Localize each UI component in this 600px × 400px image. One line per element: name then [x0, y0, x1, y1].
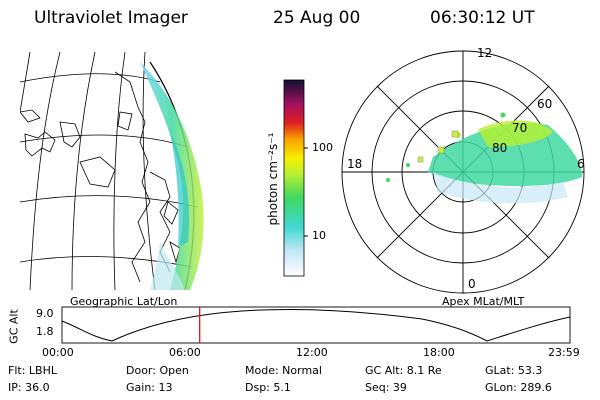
app-title: Ultraviolet Imager — [34, 8, 188, 28]
colorbar-tick-100: 100 — [312, 141, 333, 154]
lat-80-label: 80 — [492, 141, 508, 155]
mlt-12-label: 12 — [477, 46, 493, 60]
alt-min-label: 1.8 — [36, 325, 54, 338]
orbit-time-2: 12:00 — [296, 346, 328, 359]
colorbar — [283, 79, 308, 277]
orbit-time-1: 06:00 — [169, 346, 201, 359]
door-info: Door: Open — [126, 364, 189, 377]
gc-alt-info: GC Alt: 8.1 Re — [365, 364, 442, 377]
seq-info: Seq: 39 — [365, 381, 407, 394]
dsp-info: Dsp: 5.1 — [245, 381, 291, 394]
orbit-axis-label: GC Alt — [7, 309, 21, 344]
date-label: 25 Aug 00 — [273, 8, 361, 28]
apex-polar-plot — [341, 50, 585, 294]
alt-max-label: 9.0 — [36, 307, 54, 320]
orbit-altitude-plot — [61, 306, 571, 344]
colorbar-unit-label: photon cm⁻²s⁻¹ — [266, 132, 280, 226]
geographic-auroral-image — [20, 52, 204, 290]
colorbar-tick-10: 10 — [312, 229, 326, 242]
lat-60-label: 60 — [537, 97, 553, 111]
glon-info: GLon: 289.6 — [485, 381, 552, 394]
orbit-time-0: 00:00 — [42, 346, 74, 359]
time-label: 06:30:12 UT — [430, 8, 535, 28]
lat-70-label: 70 — [512, 121, 528, 135]
orbit-time-4: 23:59 — [548, 346, 580, 359]
mode-info: Mode: Normal — [245, 364, 322, 377]
geographic-label: Geographic Lat/Lon — [70, 295, 178, 308]
orbit-time-3: 18:00 — [423, 346, 455, 359]
ip-info: IP: 36.0 — [8, 381, 50, 394]
mlt-0-label: 0 — [468, 277, 476, 291]
filter-info: Flt: LBHL — [8, 364, 57, 377]
mlt-18-label: 18 — [347, 157, 363, 171]
glat-info: GLat: 53.3 — [485, 364, 543, 377]
apex-label: Apex MLat/MLT — [442, 295, 525, 308]
gain-info: Gain: 13 — [126, 381, 173, 394]
mlt-6-label: 6 — [577, 157, 585, 171]
